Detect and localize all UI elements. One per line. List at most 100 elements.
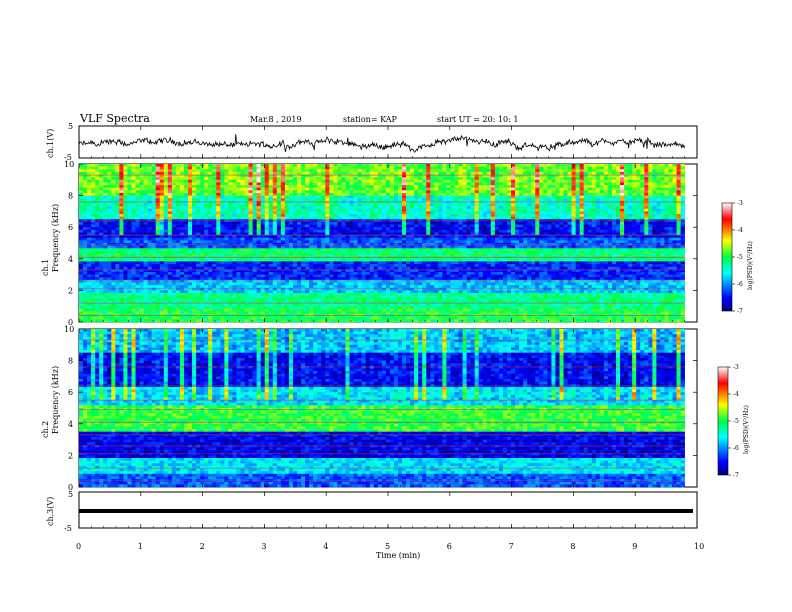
spectrogram-cell [99,203,104,207]
spectrogram-cell [256,237,261,241]
spectrogram-cell [680,198,685,202]
spectrogram-cell [79,248,84,252]
spectrogram-cell [139,214,144,217]
spectrogram-cell [591,211,597,215]
spectrogram-cell [531,216,536,220]
spectrogram-cell [91,216,96,220]
spectrogram-cell [353,240,358,244]
spectrogram-cell [539,192,544,196]
spectrogram-cell [511,248,516,252]
spectrogram-cell [535,179,540,183]
spectrogram-cell [325,171,330,175]
spectrogram-cell [188,179,193,183]
spectrogram-cell [212,227,217,231]
spectrogram-cell [337,179,342,183]
spectrogram-cell [381,185,387,188]
spectrogram-cell [583,208,589,212]
spectrogram-cell [490,206,496,210]
spectrogram-cell [99,208,104,212]
spectrogram-cell [232,198,237,202]
spectrogram-cell [244,200,249,204]
spectrogram-cell [99,174,104,178]
spectrogram-cell [563,208,568,212]
spectrogram-cell [664,240,669,244]
spectrogram-cell [179,185,185,188]
spectrogram-cell [551,216,556,220]
spectrogram-cell [200,169,205,173]
spectrogram-cell [486,185,492,188]
spectrogram-cell [406,166,411,170]
spectrogram-cell [123,216,128,220]
spectrogram-cell [454,208,459,212]
spectrogram-cell [607,169,613,173]
spectrogram-cell [151,174,157,178]
spectrogram-cell [579,229,584,233]
spectrogram-cell [188,227,193,231]
spectrogram-cell [466,198,471,202]
spectrogram-cell [680,245,685,249]
spectrogram-cell [292,203,298,207]
spectrogram-cell [373,206,379,210]
spectrogram-cell [470,187,475,191]
spectrogram-cell [321,232,326,236]
spectrogram-cell [79,206,84,210]
spectrogram-cell [345,200,350,204]
spectrogram-cell [329,237,334,241]
spectrogram-cell [402,169,407,173]
spectrogram-cell [175,211,181,215]
spectrogram-cell [454,237,459,241]
spectrogram-cell [531,235,536,239]
spectrogram-cell [381,190,387,194]
spectrogram-cell [555,211,560,215]
spectrogram-cell [676,174,681,178]
spectrogram-cell [188,206,193,210]
spectrogram-cell [143,171,148,175]
spectrogram-cell [494,171,500,175]
spectrogram-cell [466,237,471,241]
spectrogram-cell [179,211,185,215]
spectrogram-cell [276,245,282,249]
spectrogram-cell [434,174,439,178]
spectrogram-cell [506,237,512,241]
spectrogram-cell [111,211,116,215]
spectrogram-cell [450,203,455,207]
spectrogram-cell [87,248,92,252]
spectrogram-cell [567,248,572,252]
spectrogram-cell [361,211,366,215]
spectrogram-cell [341,248,346,252]
spectrogram-cell [167,200,173,204]
spectrogram-cell [333,240,338,244]
spectrogram-cell [208,221,213,225]
spectrogram-cell [660,245,665,249]
spectrogram-cell [188,235,193,239]
spectrogram-cell [204,169,209,173]
spectrogram-cell [167,214,173,217]
spectrogram-cell [426,166,431,170]
spectrogram-cell [656,227,661,231]
spectrogram-cell [450,198,455,202]
spectrogram-cell [527,174,532,178]
spectrogram-cell [200,203,205,207]
spectrogram-cell [676,187,681,191]
spectrogram-cell [644,166,649,170]
spectrogram-cell [559,195,564,199]
spectrogram-cell [313,187,318,191]
spectrogram-cell [329,221,334,225]
spectrogram-cell [115,164,120,167]
spectrogram-cell [676,237,681,241]
spectrogram-cell [224,235,229,239]
spectrogram-cell [664,166,669,170]
spectrogram-cell [325,203,330,207]
spectrogram-cell [236,237,241,241]
spectrogram-cell [397,227,403,231]
spectrogram-cell [434,200,439,204]
spectrogram-cell [442,203,447,207]
spectrogram-cell [587,240,593,244]
spectrogram-cell [462,169,467,173]
spectrogram-cell [361,224,366,228]
spectrogram-cell [555,229,560,233]
spectrogram-cell [644,211,649,215]
spectrogram-cell [159,198,165,202]
spectrogram-cell [216,185,221,188]
spectrogram-cell [163,237,169,241]
